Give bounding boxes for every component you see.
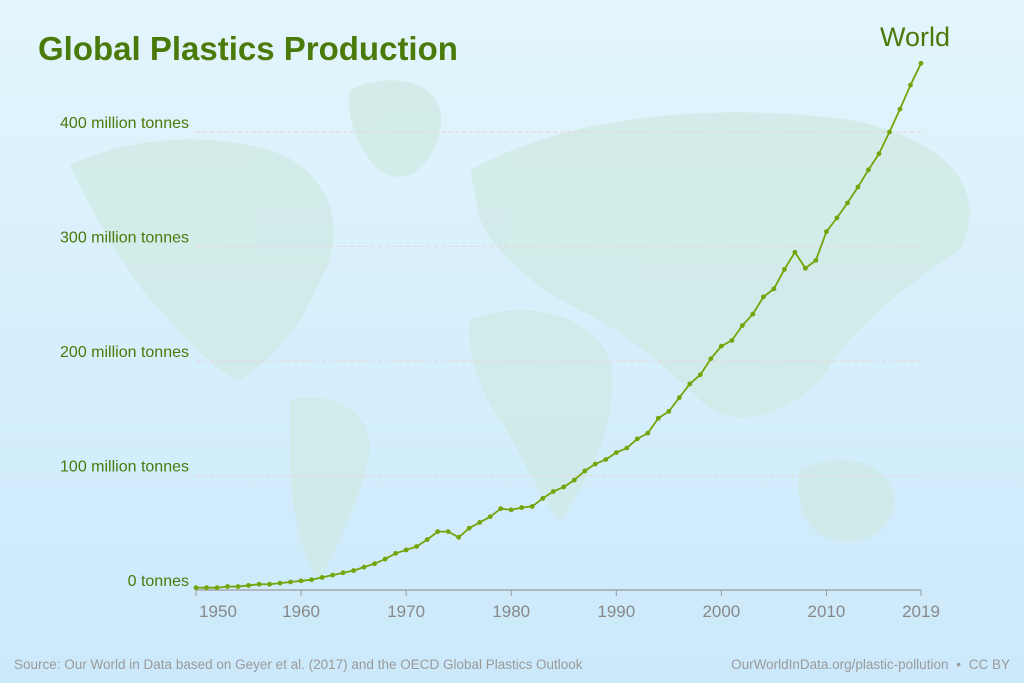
data-point (897, 106, 903, 112)
data-point (424, 537, 430, 543)
data-point (824, 229, 829, 235)
x-tick-label: 1960 (282, 602, 320, 621)
data-point (372, 561, 378, 567)
x-tick-label: 2019 (902, 602, 940, 621)
series-line-world (196, 62, 922, 589)
data-point (771, 286, 777, 292)
data-point (267, 581, 272, 587)
data-point (676, 395, 682, 401)
data-point (193, 585, 199, 591)
source-url-link[interactable]: OurWorldInData.org/plastic-pollution (731, 657, 949, 672)
data-point (613, 450, 619, 455)
data-point (351, 568, 357, 573)
y-tick-label: 300 million tonnes (60, 230, 189, 247)
data-point (813, 257, 819, 263)
x-tick-label: 1980 (492, 602, 530, 621)
x-tick-label: 1990 (597, 602, 635, 621)
data-point (624, 445, 630, 451)
data-point (582, 468, 588, 474)
data-point (288, 579, 293, 585)
x-tick-label: 1950 (199, 602, 237, 621)
x-tick-label: 2000 (702, 602, 740, 621)
data-point (887, 129, 892, 135)
data-point (750, 311, 756, 317)
data-point (845, 200, 850, 206)
data-point (803, 265, 808, 271)
data-point (918, 60, 924, 66)
separator: • (956, 657, 961, 672)
data-point (477, 520, 483, 525)
data-point (834, 215, 840, 221)
data-point (697, 372, 703, 378)
series-world (193, 60, 924, 591)
data-point (487, 514, 493, 520)
data-point (529, 504, 535, 509)
data-point (456, 534, 462, 540)
data-point (330, 572, 335, 578)
data-point (792, 249, 798, 255)
data-point (508, 507, 514, 513)
y-tick-label: 200 million tonnes (60, 344, 189, 361)
y-tick-label: 0 tonnes (128, 573, 189, 590)
data-point (708, 356, 714, 362)
data-point (561, 484, 567, 490)
chart-title: Global Plastics Production (38, 30, 458, 67)
data-point (634, 436, 640, 442)
data-point (361, 564, 367, 570)
x-tick-label: 2010 (808, 602, 846, 621)
world-map-background (70, 80, 970, 580)
data-point (435, 529, 441, 535)
data-point (782, 267, 787, 272)
data-point (855, 184, 861, 190)
data-point (403, 547, 409, 553)
x-axis: 1950 1960 1970 1980 1990 2000 2010 2019 (195, 589, 940, 621)
data-point (603, 457, 609, 462)
data-point (445, 529, 451, 535)
data-point (666, 408, 672, 414)
license-link[interactable]: CC BY (968, 657, 1010, 672)
data-point (866, 167, 871, 173)
data-point (225, 584, 230, 589)
data-point (498, 506, 504, 512)
data-point (550, 489, 556, 494)
data-point (655, 415, 661, 421)
data-point (739, 323, 745, 328)
data-point (466, 525, 472, 531)
data-point (760, 294, 766, 300)
data-point (645, 430, 651, 436)
y-tick-label: 400 million tonnes (60, 115, 189, 132)
data-point (718, 343, 724, 349)
data-point (319, 575, 325, 580)
data-point (540, 496, 546, 501)
data-point (204, 585, 209, 591)
data-point (687, 381, 693, 387)
data-point (571, 477, 577, 483)
gridlines (196, 131, 921, 476)
data-point (393, 550, 399, 556)
data-point (592, 461, 598, 467)
data-point (235, 584, 241, 589)
y-axis-labels: 0 tonnes 100 million tonnes 200 million to… (60, 115, 189, 590)
data-point (214, 585, 220, 591)
data-point (876, 151, 882, 157)
data-point (908, 82, 913, 88)
data-point (519, 505, 525, 510)
footer-links: OurWorldInData.org/plastic-pollution • C… (731, 657, 1010, 672)
data-point (309, 577, 314, 583)
x-tick-label: 1970 (387, 602, 425, 621)
data-point (729, 337, 735, 343)
source-note: Source: Our World in Data based on Geyer… (14, 657, 583, 672)
data-point (382, 556, 388, 562)
data-point (298, 578, 304, 584)
data-point (340, 570, 346, 576)
data-point (277, 580, 283, 586)
y-tick-label: 100 million tonnes (60, 459, 189, 476)
data-point (414, 544, 420, 549)
data-point (256, 581, 262, 587)
series-label-world: World (880, 22, 951, 52)
data-point (246, 583, 251, 588)
